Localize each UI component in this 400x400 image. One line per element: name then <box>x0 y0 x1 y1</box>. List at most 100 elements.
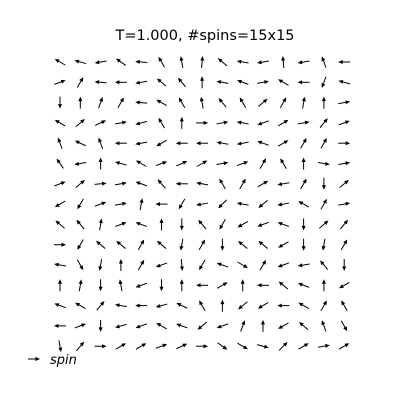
spin-arrow <box>297 60 310 65</box>
spin-arrow <box>57 137 63 150</box>
spin-arrow <box>338 60 351 64</box>
spin-arrow <box>196 344 209 349</box>
spin-arrow <box>298 343 309 350</box>
spin-arrow <box>135 343 147 350</box>
spin-arrow <box>176 323 188 329</box>
spin-arrow <box>301 218 306 231</box>
spin-arrow <box>94 60 107 65</box>
spin-arrow <box>257 180 269 188</box>
spin-arrow <box>199 300 206 312</box>
spin-arrow <box>300 138 307 149</box>
spin-arrow <box>94 120 107 126</box>
spin-arrow <box>74 59 87 65</box>
spin-arrow <box>320 300 327 312</box>
spin-arrow <box>156 139 167 147</box>
chart-title: T=1.000, #spins=15x15 <box>114 28 294 44</box>
spin-arrow <box>155 303 168 308</box>
spin-arrow <box>156 78 167 87</box>
spin-arrow <box>257 60 269 65</box>
spin-arrow <box>76 219 85 230</box>
spin-arrow <box>321 320 327 332</box>
spin-arrow <box>198 239 206 251</box>
spin-arrow <box>54 303 66 309</box>
spin-arrow <box>155 343 168 349</box>
spin-arrow <box>277 222 290 227</box>
spin-arrow <box>179 116 184 129</box>
spin-arrow <box>179 238 184 251</box>
spin-arrow <box>320 138 327 149</box>
spin-arrow <box>55 220 65 229</box>
spin-arrow <box>179 279 184 292</box>
spin-arrow <box>216 323 229 329</box>
spin-arrow <box>216 282 228 289</box>
spin-arrow <box>135 100 148 105</box>
spin-arrow <box>58 279 62 292</box>
spin-arrow <box>75 302 86 310</box>
spin-arrow <box>114 303 127 308</box>
spin-arrow <box>115 323 127 329</box>
spin-arrow <box>135 141 148 146</box>
spin-arrow <box>321 76 327 88</box>
spin-arrow <box>75 179 85 189</box>
spin-arrow <box>77 239 84 250</box>
spin-arrow <box>54 79 66 85</box>
spin-arrow <box>219 178 226 190</box>
spin-arrow <box>301 157 306 170</box>
spin-arrow <box>76 77 84 88</box>
spin-arrow <box>340 239 348 251</box>
spin-arrow <box>217 58 228 67</box>
spin-arrow <box>155 262 168 268</box>
spin-arrow <box>338 120 350 126</box>
spin-arrow <box>258 98 268 107</box>
spin-arrow <box>74 161 87 166</box>
spin-arrow <box>236 120 249 125</box>
spin-arrow <box>98 279 103 292</box>
spin-arrow <box>216 161 229 166</box>
spin-arrow <box>317 343 330 348</box>
spin-arrow <box>137 259 145 271</box>
spin-arrow <box>135 222 148 227</box>
spin-arrow <box>54 262 66 267</box>
spin-arrow <box>135 120 148 126</box>
spin-arrow <box>257 221 269 227</box>
spin-arrow <box>74 140 86 147</box>
spin-arrow <box>237 342 248 350</box>
spin-arrow <box>297 80 310 85</box>
legend-label: spin <box>50 353 77 368</box>
spin-arrow <box>299 322 309 331</box>
spin-arrow <box>216 80 229 85</box>
spin-arrow <box>158 56 165 68</box>
spin-arrow <box>340 320 348 332</box>
spin-arrow <box>98 319 103 332</box>
spin-arrow <box>257 302 269 309</box>
spin-arrow <box>115 161 127 166</box>
spin-arrow <box>237 261 248 268</box>
spin-arrow <box>177 77 187 88</box>
spin-arrow <box>257 120 269 126</box>
spin-arrow <box>159 279 164 292</box>
spin-arrow <box>236 201 249 206</box>
spin-arrow <box>279 97 287 109</box>
spin-arrow <box>236 59 249 64</box>
spin-arrow <box>218 199 227 209</box>
spin-arrow <box>277 119 289 127</box>
spin-arrow <box>318 220 329 229</box>
spin-arrow <box>114 201 127 206</box>
spin-arrow <box>297 120 310 125</box>
spin-arrow <box>78 279 83 292</box>
spin-arrow <box>236 161 249 167</box>
spin-arrow <box>199 259 206 271</box>
spin-arrow <box>159 218 164 231</box>
spin-arrow <box>179 258 184 271</box>
spin-arrow <box>94 344 107 349</box>
spin-arrow <box>218 98 227 108</box>
spin-arrow <box>196 120 209 125</box>
spin-arrow <box>76 341 85 352</box>
spin-arrow <box>258 199 268 208</box>
spin-arrow <box>301 96 306 109</box>
spin-arrow <box>76 259 84 271</box>
spin-arrow <box>277 182 290 187</box>
spin-arrow <box>257 80 269 85</box>
spin-arrow <box>259 158 266 169</box>
legend-arrow-icon <box>28 357 40 361</box>
